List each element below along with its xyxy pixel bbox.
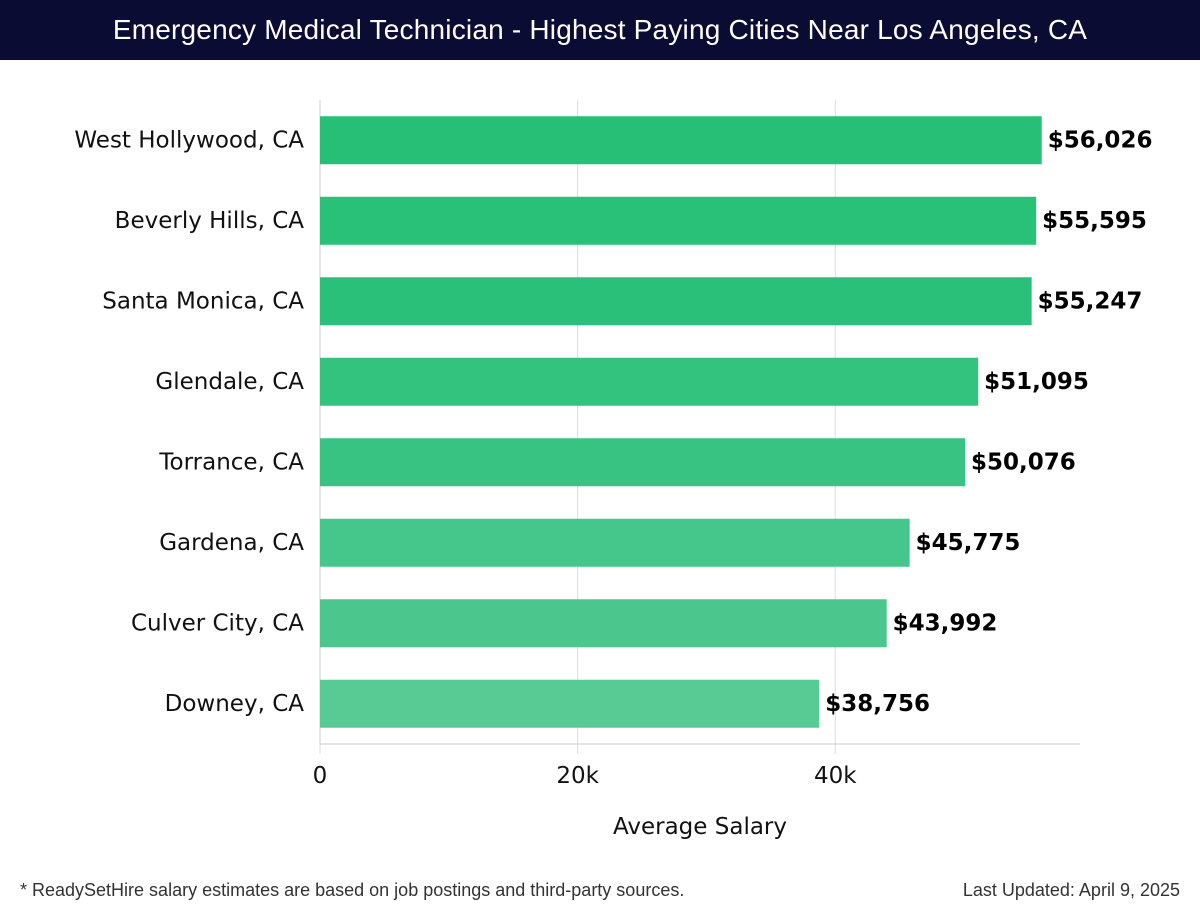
x-tick-label: 20k xyxy=(556,763,599,789)
bar xyxy=(320,277,1032,326)
value-label: $50,076 xyxy=(971,449,1076,475)
bar xyxy=(320,116,1042,165)
footnote: * ReadySetHire salary estimates are base… xyxy=(20,880,685,900)
bar xyxy=(320,599,887,648)
value-label: $51,095 xyxy=(984,369,1089,395)
value-label: $56,026 xyxy=(1048,127,1153,153)
category-label: Glendale, CA xyxy=(155,369,304,395)
x-tick-label: 0 xyxy=(313,763,328,789)
x-tick-label: 40k xyxy=(814,763,857,789)
category-label: West Hollywood, CA xyxy=(74,127,304,153)
category-label: Gardena, CA xyxy=(159,530,304,556)
value-label: $55,595 xyxy=(1042,208,1147,234)
bar xyxy=(320,357,979,406)
bar xyxy=(320,438,966,487)
category-label: Santa Monica, CA xyxy=(102,288,304,314)
bar xyxy=(320,679,820,728)
category-label: Torrance, CA xyxy=(158,449,304,475)
value-label: $38,756 xyxy=(825,691,930,717)
category-label: Beverly Hills, CA xyxy=(115,208,305,234)
value-label: $55,247 xyxy=(1038,288,1143,314)
category-label: Culver City, CA xyxy=(131,610,304,636)
last-updated: Last Updated: April 9, 2025 xyxy=(962,880,1180,900)
salary-bar-chart: West Hollywood, CA $56,026 Beverly Hills, … xyxy=(74,100,1153,840)
x-axis-title: Average Salary xyxy=(613,814,787,840)
bar xyxy=(320,518,910,567)
category-label: Downey, CA xyxy=(165,691,305,717)
value-label: $43,992 xyxy=(893,610,998,636)
value-label: $45,775 xyxy=(916,530,1021,556)
chart-title: Emergency Medical Technician - Highest P… xyxy=(0,0,1200,60)
bar xyxy=(320,196,1037,245)
